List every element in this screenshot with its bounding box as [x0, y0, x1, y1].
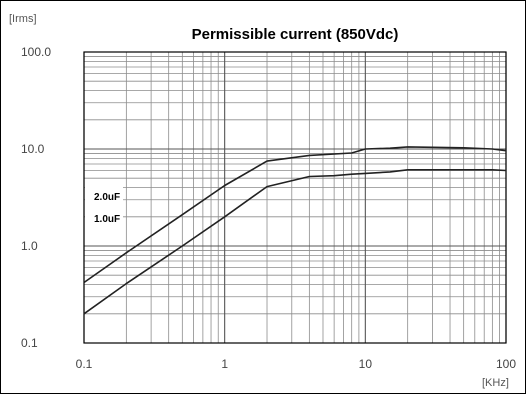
series-line-0 [83, 146, 507, 284]
y-tick-label: 0.1 [21, 336, 38, 350]
y-tick-label: 100.0 [21, 45, 51, 59]
x-tick-label: 0.1 [76, 357, 93, 371]
x-tick-label: 1 [221, 357, 228, 371]
y-tick-label: 10.0 [21, 142, 45, 156]
series-label-1: 1.0uF [94, 214, 120, 225]
series-label-0: 2.0uF [94, 192, 120, 203]
y-tick-label: 1.0 [21, 239, 38, 253]
x-tick-label: 10 [359, 357, 373, 371]
x-tick-label: 100 [496, 357, 516, 371]
chart-title: Permissible current (850Vdc) [192, 26, 399, 43]
y-axis-unit-label: [Irms] [9, 13, 37, 25]
plot-frame [83, 51, 507, 344]
series-line-1 [83, 169, 507, 315]
series-label-background [85, 185, 123, 229]
x-axis-unit-label: [KHz] [482, 377, 509, 389]
